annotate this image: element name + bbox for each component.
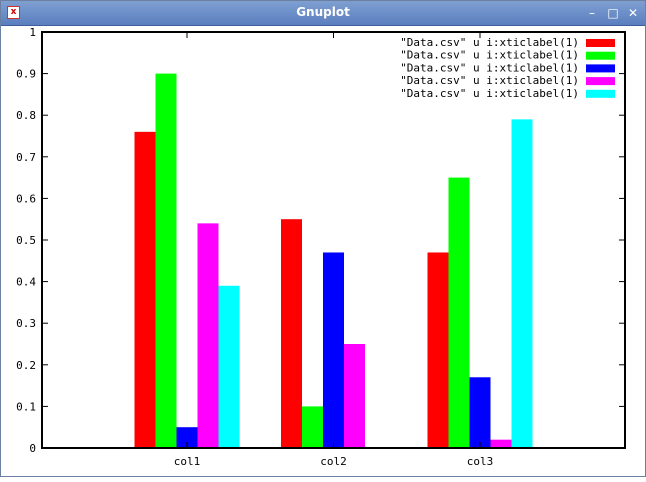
- y-tick-label: 0.2: [16, 359, 36, 372]
- title-bar[interactable]: x Gnuplot – □ ✕: [1, 1, 645, 26]
- x-tick-label: col2: [320, 455, 347, 468]
- y-tick-label: 0.9: [16, 68, 36, 81]
- y-tick-label: 1: [29, 26, 36, 39]
- y-tick-label: 0.4: [16, 276, 36, 289]
- close-icon[interactable]: ✕: [627, 6, 639, 20]
- bar: [281, 219, 302, 448]
- bar: [218, 285, 240, 448]
- legend-swatch: [586, 77, 615, 86]
- y-tick-label: 0.1: [16, 400, 36, 413]
- bar: [344, 344, 365, 448]
- bar: [176, 427, 198, 448]
- bar-chart: 0 0.1 0.2 0.3 0.4 0.5 0.6 0.7 0.8 0.9 1 col1 col2 col…: [16, 26, 626, 468]
- legend-label: "Data.csv" u i:xticlabel(1): [400, 49, 579, 62]
- maximize-icon[interactable]: □: [607, 6, 619, 20]
- bar: [155, 73, 177, 448]
- legend-label: "Data.csv" u i:xticlabel(1): [400, 87, 579, 100]
- y-tick-label: 0: [29, 442, 36, 455]
- plot-area: 0 0.1 0.2 0.3 0.4 0.5 0.6 0.7 0.8 0.9 1 col1 col2 col…: [1, 26, 646, 478]
- bar: [469, 377, 491, 448]
- legend-label: "Data.csv" u i:xticlabel(1): [400, 36, 579, 49]
- bar: [448, 177, 470, 448]
- minimize-icon[interactable]: –: [589, 6, 595, 20]
- y-tick-label: 0.6: [16, 192, 36, 205]
- legend-swatch: [586, 51, 615, 60]
- bar: [323, 252, 344, 448]
- y-tick-label: 0.3: [16, 317, 36, 330]
- legend-label: "Data.csv" u i:xticlabel(1): [400, 61, 579, 74]
- y-tick-label: 0.8: [16, 109, 36, 122]
- y-tick-label: 0.7: [16, 151, 36, 164]
- bar: [302, 406, 323, 448]
- gnuplot-icon[interactable]: x: [7, 6, 20, 19]
- legend-swatch: [586, 39, 615, 47]
- legend-swatch: [586, 64, 615, 73]
- plot-frame: [41, 31, 626, 449]
- y-tick-label: 0.5: [16, 234, 36, 247]
- window-title: Gnuplot: [296, 5, 350, 19]
- bar: [427, 252, 449, 448]
- bar: [134, 131, 156, 448]
- x-tick-label: col3: [467, 455, 494, 468]
- bar: [511, 119, 533, 449]
- legend-label: "Data.csv" u i:xticlabel(1): [400, 74, 579, 87]
- legend-swatch: [586, 89, 615, 98]
- bar: [490, 439, 512, 448]
- x-tick-label: col1: [174, 455, 201, 468]
- bar: [197, 223, 219, 448]
